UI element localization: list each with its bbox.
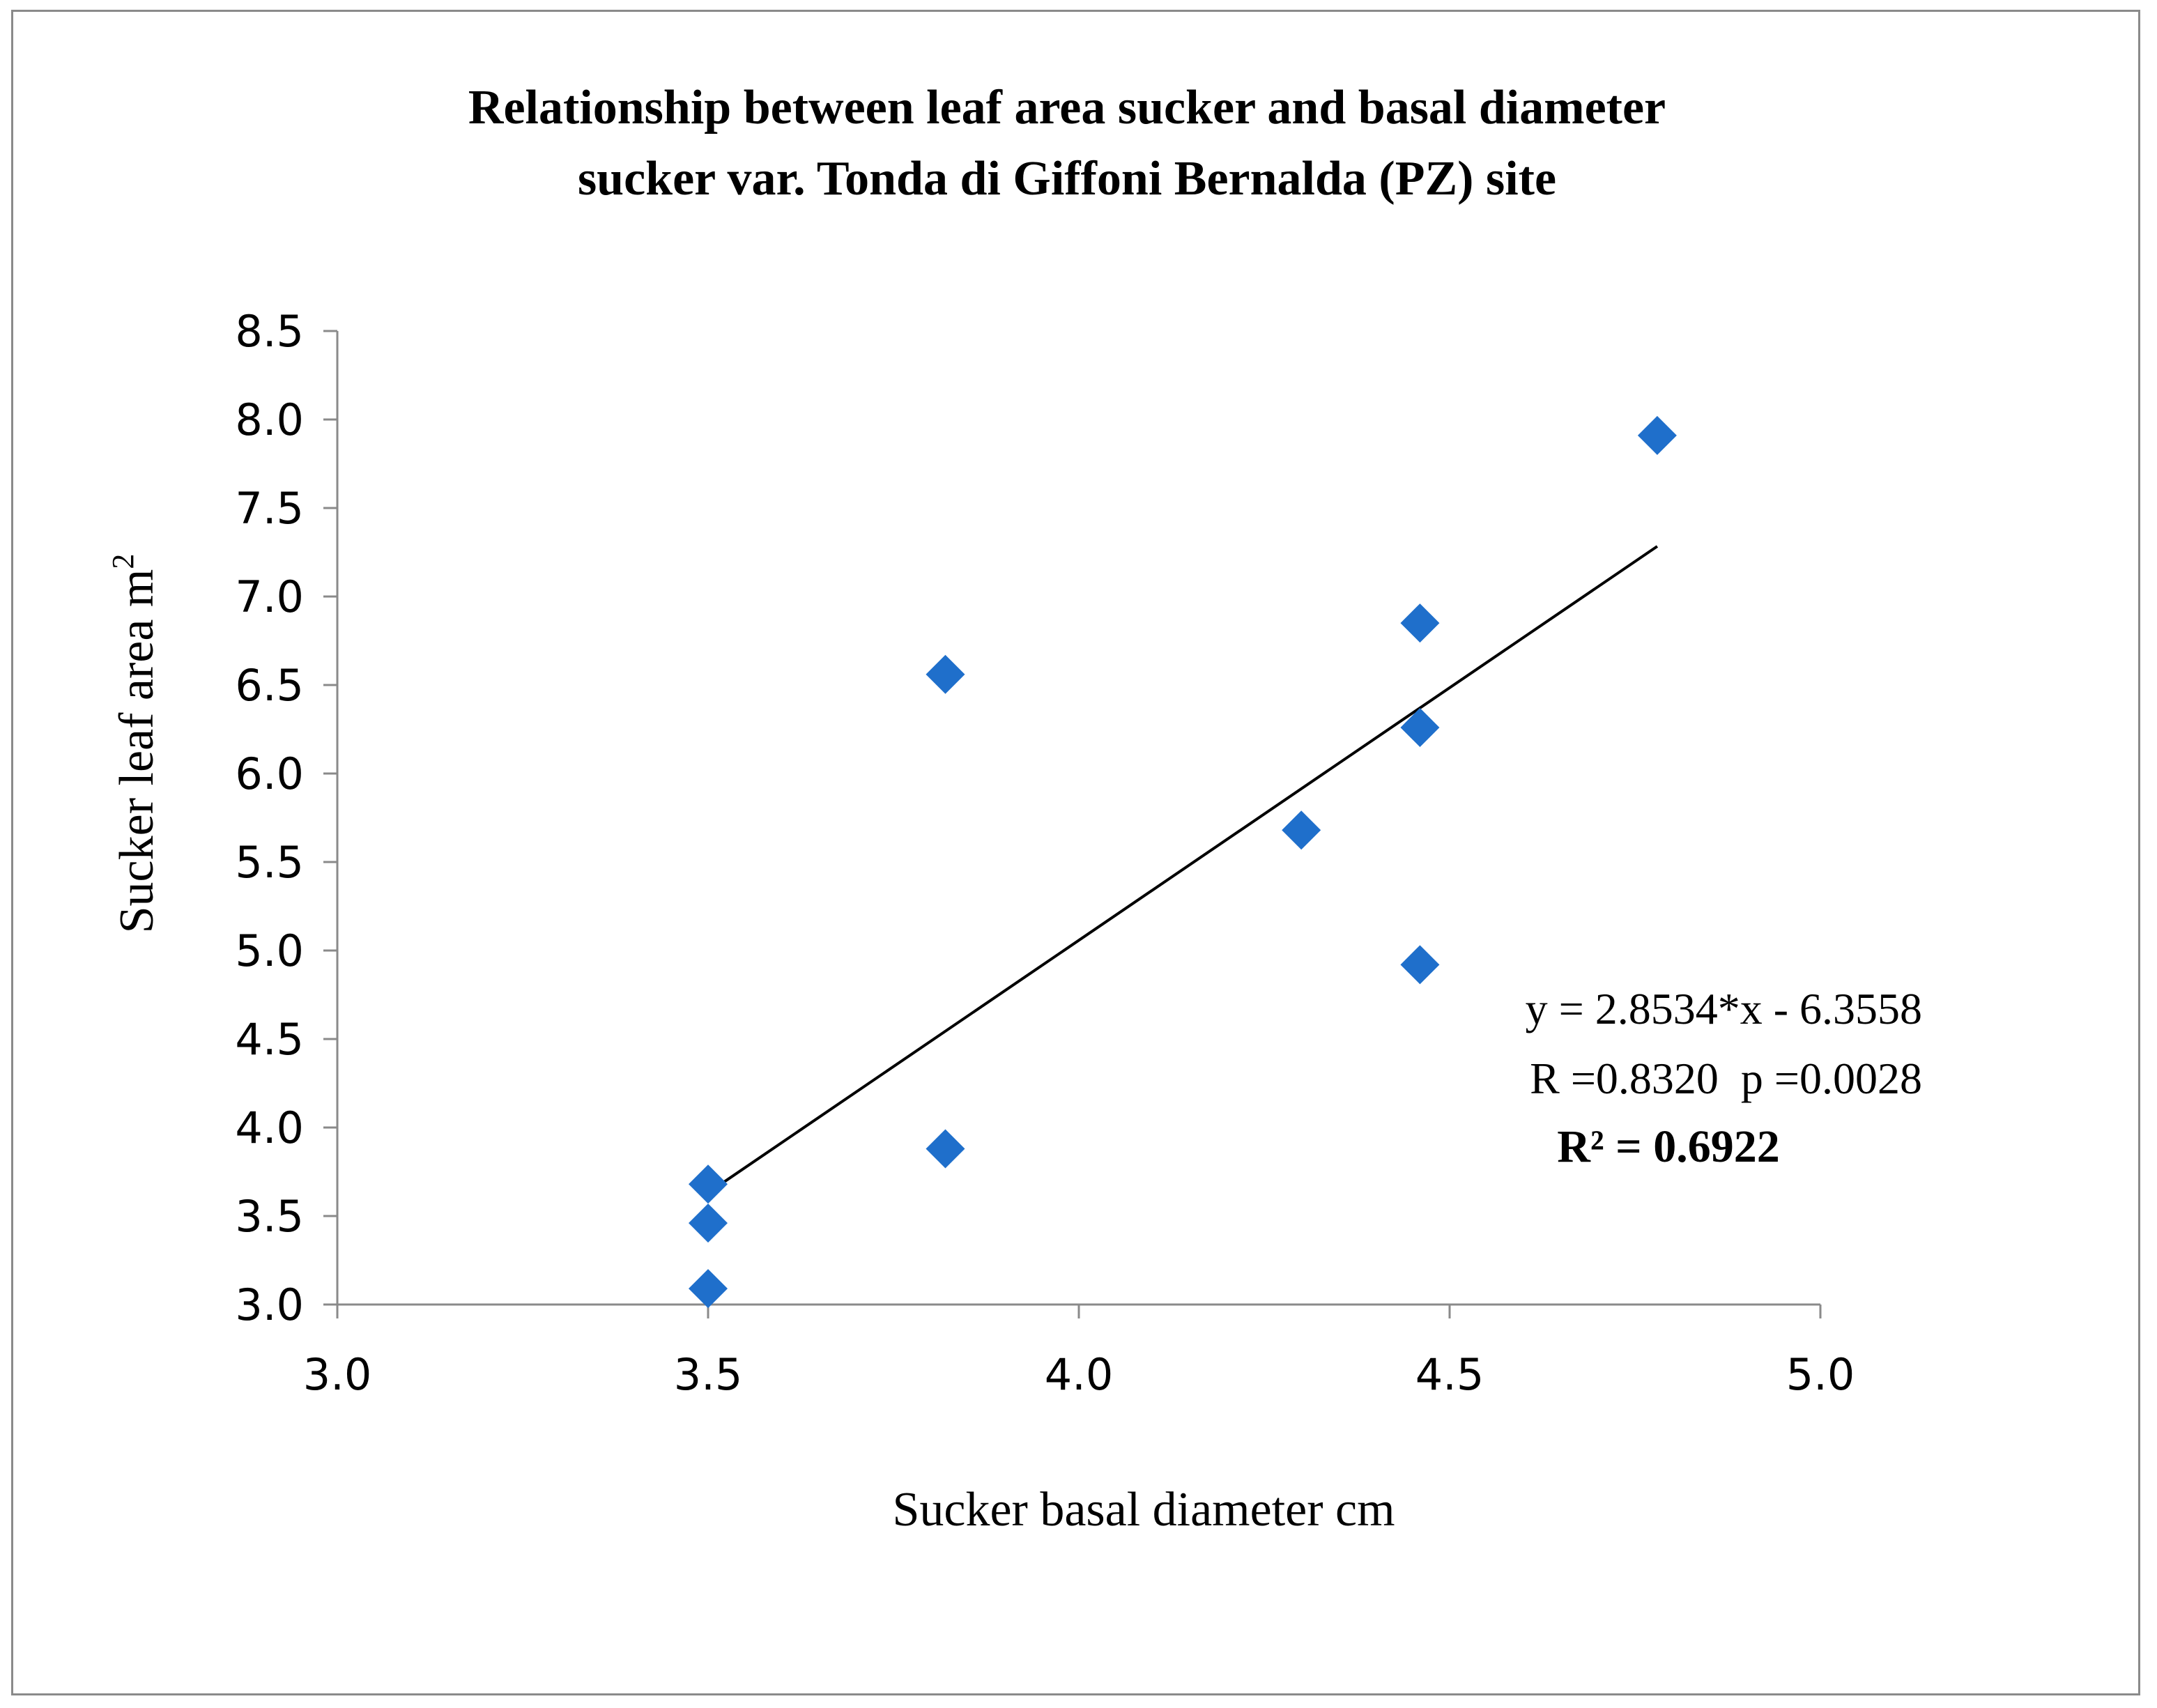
- data-point: [1282, 810, 1321, 850]
- chart-frame: Relationship between leaf area sucker an…: [11, 10, 2140, 1695]
- y-axis-ticks: 3.0 3.5 4.0 4.5 5.0 5.5 6.0 6.5 7.0 7.5 8.0 8.5: [235, 306, 337, 1330]
- y-axis-title-superscript: 2: [106, 554, 140, 569]
- y-tick-label: 8.0: [235, 394, 304, 445]
- x-tick-label: 3.0: [303, 1349, 372, 1400]
- y-tick-label: 4.0: [235, 1102, 304, 1153]
- data-point: [926, 654, 965, 694]
- x-axis-ticks: 3.0 3.5 4.0 4.5 5.0: [303, 1305, 1855, 1400]
- y-axis-title-text: Sucker leaf area m: [110, 569, 164, 934]
- y-tick-label: 7.5: [235, 483, 304, 534]
- data-point: [1637, 415, 1677, 455]
- x-tick-label: 4.5: [1415, 1349, 1484, 1400]
- trend-r-squared: R² = 0.6922: [1557, 1121, 1780, 1172]
- y-tick-label: 5.5: [235, 837, 304, 888]
- data-point: [1400, 603, 1440, 643]
- data-point: [1400, 707, 1440, 747]
- x-tick-label: 5.0: [1786, 1349, 1855, 1400]
- chart-title-line-2: sucker var. Tonda di Giffoni Bernalda (P…: [578, 152, 1556, 206]
- x-tick-label: 4.0: [1045, 1349, 1114, 1400]
- y-tick-label: 3.5: [235, 1191, 304, 1242]
- trend-equation: y = 2.8534*x - 6.3558: [1526, 984, 1922, 1033]
- trendline: [707, 545, 1659, 1194]
- y-tick-label: 3.0: [235, 1279, 304, 1330]
- data-point: [689, 1203, 728, 1243]
- x-tick-label: 3.5: [674, 1349, 743, 1400]
- y-tick-label: 6.5: [235, 660, 304, 711]
- data-point: [926, 1129, 965, 1169]
- y-tick-label: 6.0: [235, 748, 304, 799]
- y-tick-label: 7.0: [235, 571, 304, 622]
- data-point: [689, 1269, 728, 1309]
- chart-title-line-1: Relationship between leaf area sucker an…: [468, 81, 1666, 134]
- trend-stats: R =0.8320 p =0.0028: [1530, 1054, 1922, 1103]
- y-axis-title: Sucker leaf area m2: [106, 554, 164, 934]
- x-axis-title: Sucker basal diameter cm: [892, 1483, 1395, 1537]
- y-tick-label: 8.5: [235, 306, 304, 357]
- data-point: [1400, 945, 1440, 985]
- y-tick-label: 4.5: [235, 1014, 304, 1065]
- data-points: [689, 415, 1677, 1309]
- y-tick-label: 5.0: [235, 925, 304, 976]
- scatter-chart: Relationship between leaf area sucker an…: [106, 81, 1922, 1537]
- data-point: [689, 1164, 728, 1204]
